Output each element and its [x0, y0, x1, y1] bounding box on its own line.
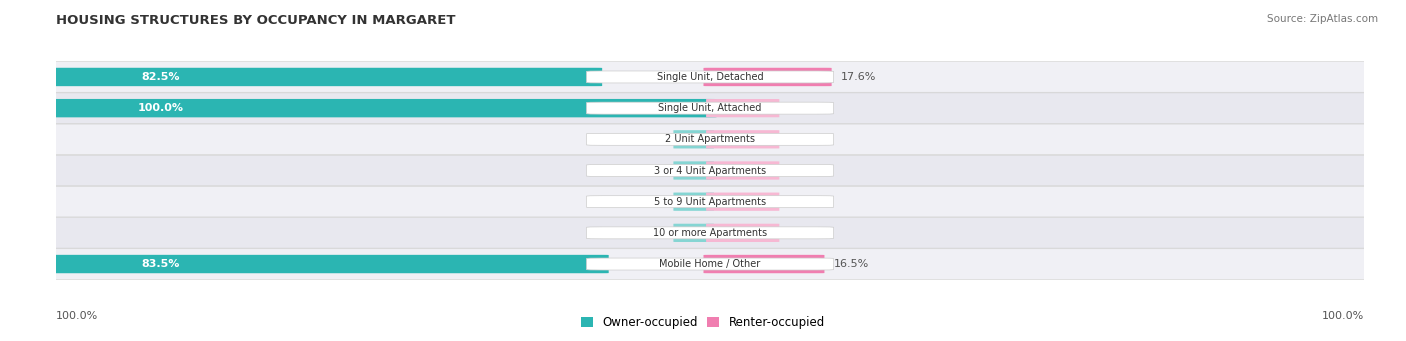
FancyBboxPatch shape	[49, 99, 717, 117]
Text: 0.0%: 0.0%	[786, 165, 814, 176]
Text: HOUSING STRUCTURES BY OCCUPANCY IN MARGARET: HOUSING STRUCTURES BY OCCUPANCY IN MARGA…	[56, 14, 456, 27]
Text: 100.0%: 100.0%	[138, 103, 184, 113]
FancyBboxPatch shape	[586, 196, 834, 208]
FancyBboxPatch shape	[586, 227, 834, 239]
FancyBboxPatch shape	[44, 93, 1376, 123]
Text: 0.0%: 0.0%	[786, 103, 814, 113]
FancyBboxPatch shape	[44, 187, 1376, 217]
FancyBboxPatch shape	[706, 99, 779, 117]
Legend: Owner-occupied, Renter-occupied: Owner-occupied, Renter-occupied	[579, 314, 827, 332]
Text: 0.0%: 0.0%	[786, 228, 814, 238]
Text: 82.5%: 82.5%	[142, 72, 180, 82]
Text: 100.0%: 100.0%	[1322, 311, 1364, 321]
FancyBboxPatch shape	[673, 161, 714, 180]
FancyBboxPatch shape	[706, 224, 779, 242]
Text: Single Unit, Attached: Single Unit, Attached	[658, 103, 762, 113]
Text: 0.0%: 0.0%	[643, 134, 671, 144]
FancyBboxPatch shape	[706, 130, 779, 148]
FancyBboxPatch shape	[673, 224, 714, 242]
FancyBboxPatch shape	[586, 71, 834, 83]
FancyBboxPatch shape	[586, 133, 834, 145]
FancyBboxPatch shape	[706, 193, 779, 211]
Text: 0.0%: 0.0%	[643, 197, 671, 207]
FancyBboxPatch shape	[586, 102, 834, 114]
Text: 3 or 4 Unit Apartments: 3 or 4 Unit Apartments	[654, 165, 766, 176]
Text: Single Unit, Detached: Single Unit, Detached	[657, 72, 763, 82]
Text: 16.5%: 16.5%	[834, 259, 869, 269]
Text: 10 or more Apartments: 10 or more Apartments	[652, 228, 768, 238]
FancyBboxPatch shape	[49, 255, 609, 273]
Text: 2 Unit Apartments: 2 Unit Apartments	[665, 134, 755, 144]
FancyBboxPatch shape	[44, 155, 1376, 186]
Text: 0.0%: 0.0%	[786, 134, 814, 144]
FancyBboxPatch shape	[44, 249, 1376, 279]
FancyBboxPatch shape	[703, 68, 831, 86]
FancyBboxPatch shape	[44, 124, 1376, 154]
FancyBboxPatch shape	[673, 130, 714, 148]
FancyBboxPatch shape	[673, 193, 714, 211]
Text: 0.0%: 0.0%	[786, 197, 814, 207]
Text: Source: ZipAtlas.com: Source: ZipAtlas.com	[1267, 14, 1378, 24]
Text: 83.5%: 83.5%	[142, 259, 180, 269]
Text: Mobile Home / Other: Mobile Home / Other	[659, 259, 761, 269]
Text: 5 to 9 Unit Apartments: 5 to 9 Unit Apartments	[654, 197, 766, 207]
FancyBboxPatch shape	[703, 255, 824, 273]
FancyBboxPatch shape	[586, 258, 834, 270]
FancyBboxPatch shape	[586, 164, 834, 177]
FancyBboxPatch shape	[44, 218, 1376, 248]
FancyBboxPatch shape	[49, 68, 602, 86]
Text: 17.6%: 17.6%	[841, 72, 876, 82]
FancyBboxPatch shape	[44, 62, 1376, 92]
Text: 100.0%: 100.0%	[56, 311, 98, 321]
Text: 0.0%: 0.0%	[643, 165, 671, 176]
FancyBboxPatch shape	[706, 161, 779, 180]
Text: 0.0%: 0.0%	[643, 228, 671, 238]
